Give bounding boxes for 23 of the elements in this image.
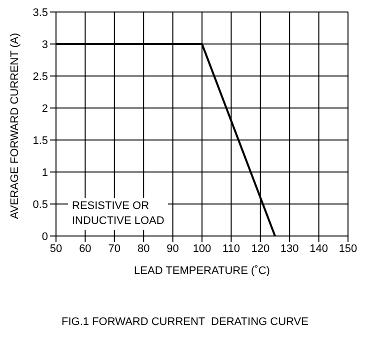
y-axis-title: AVERAGE FORWARD CURRENT (A)	[8, 33, 21, 219]
x-tick-label: 80	[137, 242, 150, 255]
y-tick-label: 2	[42, 102, 48, 115]
x-tick-label: 90	[166, 242, 179, 255]
y-tick-label: 0.5	[32, 198, 48, 211]
x-tick-label: 110	[222, 242, 240, 255]
y-tick-label: 3.5	[32, 6, 48, 19]
x-tick-label: 60	[79, 242, 92, 255]
text: FIG.1 FORWARD CURRENT DERATING CURVE	[60, 316, 310, 328]
x-tick-label: 120	[251, 242, 270, 255]
y-tick-label: 2.5	[32, 70, 48, 83]
x-tick-label: 140	[310, 242, 328, 255]
x-axis-title: LEAD TEMPERATURE (˚C)	[134, 265, 270, 277]
y-tick-label: 1.5	[32, 134, 48, 147]
x-tick-label: 100	[192, 242, 212, 255]
y-tick-label: 0	[42, 230, 48, 243]
y-tick-label: 1	[42, 166, 48, 179]
x-tick-label: 150	[338, 242, 358, 255]
x-tick-label: 70	[108, 242, 121, 255]
annotation: RESISTIVE OR INDUCTIVE LOAD	[68, 198, 168, 230]
x-tick-label: 130	[280, 242, 299, 255]
y-tick-label: 3	[42, 38, 48, 51]
x-tick-label: 50	[50, 242, 62, 255]
